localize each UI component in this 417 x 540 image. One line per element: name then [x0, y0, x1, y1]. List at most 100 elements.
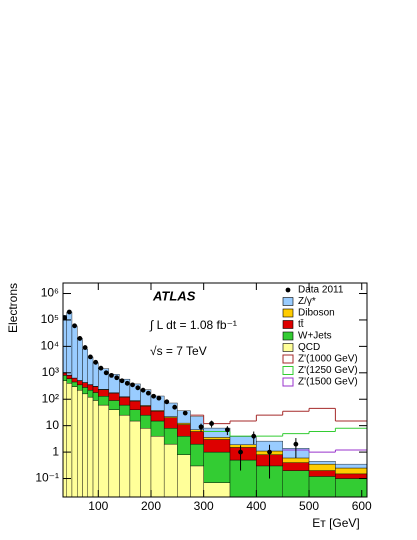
legend-swatch: [282, 343, 294, 352]
stack-bar: [129, 420, 141, 497]
stack-bar: [140, 414, 152, 429]
frame: [62, 282, 368, 498]
x-tick-label: 300: [194, 499, 214, 513]
legend-label: Z'(1250 GeV): [298, 365, 358, 376]
legend-label: QCD: [298, 342, 320, 353]
stack-bar: [119, 414, 131, 497]
stack-bar: [77, 384, 83, 391]
stack-bar: [163, 443, 178, 497]
stack-bar: [150, 420, 165, 437]
stack-bar: [108, 409, 120, 497]
stack-bar: [335, 473, 367, 479]
data-point: [72, 323, 77, 329]
data-point: [98, 365, 104, 371]
stack-bar: [203, 437, 231, 440]
stack-bar: [98, 389, 110, 397]
stack-bar: [129, 400, 141, 410]
stack-bar: [71, 381, 78, 387]
data-point: [198, 424, 204, 430]
y-tick-label: 10: [46, 418, 60, 432]
data-point: [251, 433, 257, 439]
stack-bar: [177, 435, 191, 455]
energy-label: √s = 7 TeV: [150, 344, 207, 358]
stack-bar: [282, 470, 310, 497]
x-tick-label: 100: [88, 499, 108, 513]
data-point: [209, 421, 214, 426]
data-point: [87, 354, 93, 360]
x-tick-label: 400: [246, 499, 266, 513]
stack-bar: [177, 454, 191, 497]
data-point: [82, 345, 88, 350]
stack-bar: [92, 386, 99, 393]
plot-area: [63, 309, 367, 497]
stack-bar: [82, 382, 88, 388]
data-point: [93, 359, 99, 365]
x-tick-label: 600: [352, 499, 372, 513]
stack-bar: [335, 467, 367, 475]
legend-swatch: [282, 320, 294, 329]
luminosity-label: ∫ L dt = 1.08 fb⁻¹: [149, 318, 237, 332]
data-point: [109, 372, 114, 378]
data-point: [145, 390, 151, 396]
legend-label: Z'(1000 GeV): [298, 354, 358, 365]
data-point: [63, 315, 67, 321]
data-point: [151, 393, 157, 399]
data-point: [156, 395, 162, 401]
data-point: [140, 387, 146, 393]
stack-bar: [63, 380, 67, 497]
stack-bar: [82, 348, 88, 383]
legend-label: Diboson: [298, 308, 335, 319]
stack-bar: [87, 396, 94, 497]
stack-bar: [177, 422, 191, 425]
data-point: [182, 410, 188, 416]
stack-bar: [87, 389, 94, 398]
data-point: [238, 449, 243, 455]
y-tick-label: 10⁵: [41, 312, 59, 326]
legend-label: Z/γ*: [298, 296, 316, 307]
stack-bar: [98, 404, 110, 497]
stack-bar: [203, 451, 231, 483]
stack-bar: [77, 389, 83, 497]
stack-bar: [177, 424, 191, 437]
stack-bar: [71, 325, 78, 379]
legend-label: Z'(1500 GeV): [298, 377, 358, 388]
stack-bar: [82, 387, 88, 395]
data-point: [114, 375, 120, 381]
data-point: [135, 385, 141, 391]
stack-bar: [108, 400, 120, 410]
y-tick-label: 10⁻¹: [35, 471, 59, 485]
data-point: [130, 382, 135, 388]
stack-bar: [190, 429, 204, 432]
stack-bar: [77, 380, 83, 386]
stack-bar: [66, 375, 73, 379]
stack-bar: [229, 447, 257, 461]
legend-label: tt̄: [298, 318, 304, 330]
stack-bar: [190, 443, 204, 467]
x-tick-label: 500: [299, 499, 319, 513]
legend-swatch: [282, 354, 294, 364]
stack-bar: [308, 470, 336, 477]
stack-bar: [150, 411, 165, 422]
y-tick-label: 1: [52, 444, 59, 458]
stack-bar: [308, 463, 336, 471]
stack-bar: [87, 384, 94, 391]
y-tick-label: 10⁶: [41, 286, 59, 300]
stack-bar: [190, 465, 204, 497]
stack-bar: [63, 375, 67, 381]
stack-bar: [108, 392, 120, 401]
legend-label: Data 2011: [298, 285, 344, 296]
stack-bar: [190, 431, 204, 445]
stack-bar: [203, 482, 231, 497]
stack-bar: [66, 378, 73, 384]
stack-bar: [66, 383, 73, 497]
stack-bar: [308, 461, 336, 465]
stack-bar: [92, 400, 99, 497]
stack-bar: [129, 409, 141, 422]
data-point: [224, 427, 230, 433]
legend-swatch: [282, 377, 294, 387]
stack-bar: [282, 462, 310, 471]
stack-bar: [229, 444, 257, 448]
stack-bar: [335, 463, 367, 469]
data-point: [164, 399, 170, 405]
